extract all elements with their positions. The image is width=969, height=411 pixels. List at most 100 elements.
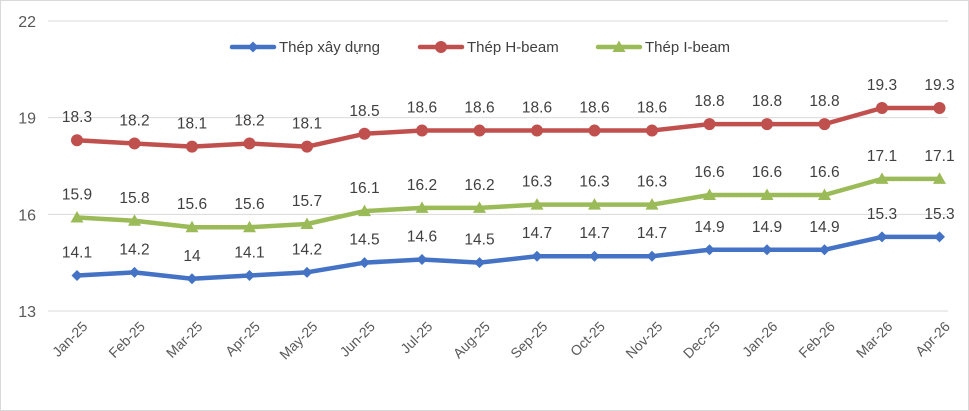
data-label: 18.1 [177, 116, 207, 133]
data-point [301, 266, 313, 278]
data-point [358, 127, 371, 140]
gridlines [48, 20, 948, 312]
data-point [761, 118, 773, 131]
series-line-3 [74, 176, 942, 230]
x-tick-label: Mar-25 [163, 318, 206, 361]
data-label: 18.3 [62, 109, 92, 126]
data-label: 18.6 [464, 100, 494, 117]
x-tick-label: Jun-25 [336, 318, 378, 360]
data-point [70, 211, 84, 223]
data-label: 15.9 [62, 187, 92, 204]
data-point [416, 253, 428, 265]
data-point [588, 124, 601, 137]
y-tick-label: 13 [18, 304, 36, 321]
data-point [244, 270, 255, 282]
data-label: 16.6 [809, 164, 839, 181]
data-label: 15.6 [234, 196, 264, 213]
data-point [818, 118, 831, 131]
x-tick-label: Sep-25 [507, 318, 550, 361]
data-point [934, 231, 945, 243]
data-label: 15.7 [292, 193, 322, 210]
data-point [646, 124, 658, 137]
legend-marker [612, 40, 626, 52]
data-point [415, 201, 429, 213]
data-label: 18.6 [637, 100, 667, 117]
data-label: 14.7 [522, 225, 552, 242]
data-point [473, 201, 486, 213]
data-point [300, 217, 314, 229]
legend-marker [435, 41, 447, 53]
data-label: 18.6 [522, 100, 552, 117]
data-label: 14.9 [694, 219, 724, 236]
data-label: 16.3 [579, 174, 609, 191]
data-label: 14.5 [349, 232, 379, 249]
data-label: 18.2 [234, 112, 264, 129]
data-label: 15.6 [177, 196, 207, 213]
data-label: 14.7 [579, 225, 609, 242]
data-label: 16.2 [407, 177, 437, 194]
legend-label: Thép I-beam [645, 39, 730, 56]
legend: Thép xây dựng Thép H-beam Thép I-beam [229, 39, 730, 56]
y-tick-label: 19 [18, 111, 36, 128]
x-tick-label: Aug-25 [450, 318, 493, 361]
data-point [818, 188, 831, 200]
data-label: 18.2 [119, 112, 149, 129]
data-label: 16.3 [522, 174, 552, 191]
data-point [646, 250, 658, 262]
data-point [933, 172, 946, 184]
data-label: 18.8 [809, 93, 839, 110]
x-tick-label: May-25 [276, 318, 320, 362]
data-label: 14.5 [464, 232, 494, 249]
data-label: 16.1 [349, 180, 379, 197]
data-label: 17.1 [924, 148, 954, 165]
data-point [186, 140, 198, 153]
x-tick-label: Nov-25 [622, 318, 665, 361]
data-point [761, 244, 773, 256]
data-point [71, 134, 83, 147]
data-point [704, 244, 715, 256]
data-label: 14 [183, 248, 201, 265]
data-point [589, 250, 600, 262]
y-axis: 13 16 19 22 [18, 14, 36, 321]
data-label: 14.1 [234, 245, 264, 262]
data-label: 19.3 [867, 77, 897, 94]
x-tick-label: Apr-25 [222, 318, 263, 359]
legend-label: Thép xây dựng [279, 39, 380, 56]
legend-marker [247, 41, 259, 53]
data-label: 17.1 [867, 148, 897, 165]
data-point [645, 198, 659, 210]
data-point [474, 257, 485, 269]
data-point [186, 273, 198, 285]
data-label: 15.8 [119, 190, 149, 207]
data-point [358, 204, 371, 217]
x-tick-label: Oct-25 [567, 318, 608, 359]
data-label: 16.2 [464, 177, 494, 194]
y-tick-label: 16 [18, 207, 36, 224]
x-tick-label: Mar-26 [853, 318, 896, 361]
y-tick-label: 22 [18, 14, 36, 31]
x-tick-label: Dec-25 [680, 318, 723, 361]
x-tick-label: Feb-26 [795, 318, 838, 361]
data-point [359, 257, 370, 269]
data-label: 14.6 [407, 228, 437, 245]
data-label: 15.3 [867, 206, 897, 223]
x-tick-label: Jan-26 [739, 318, 781, 360]
data-point [875, 172, 889, 184]
data-point [185, 220, 199, 233]
data-point [703, 188, 716, 200]
data-point [531, 124, 543, 137]
data-label: 18.8 [694, 93, 724, 110]
legend-label: Thép H-beam [467, 39, 559, 56]
data-label: 18.6 [407, 100, 437, 117]
data-point [876, 102, 888, 114]
series-line-2 [74, 105, 942, 149]
data-point [129, 266, 140, 278]
data-label: 16.6 [752, 164, 782, 181]
data-label: 18.5 [349, 103, 379, 120]
x-tick-label: Feb-25 [105, 318, 148, 361]
data-label: 14.9 [809, 219, 839, 236]
x-tick-label: Jul-25 [397, 318, 435, 356]
data-label: 14.7 [637, 225, 667, 242]
data-label: 16.3 [637, 174, 667, 191]
data-point [416, 124, 428, 137]
